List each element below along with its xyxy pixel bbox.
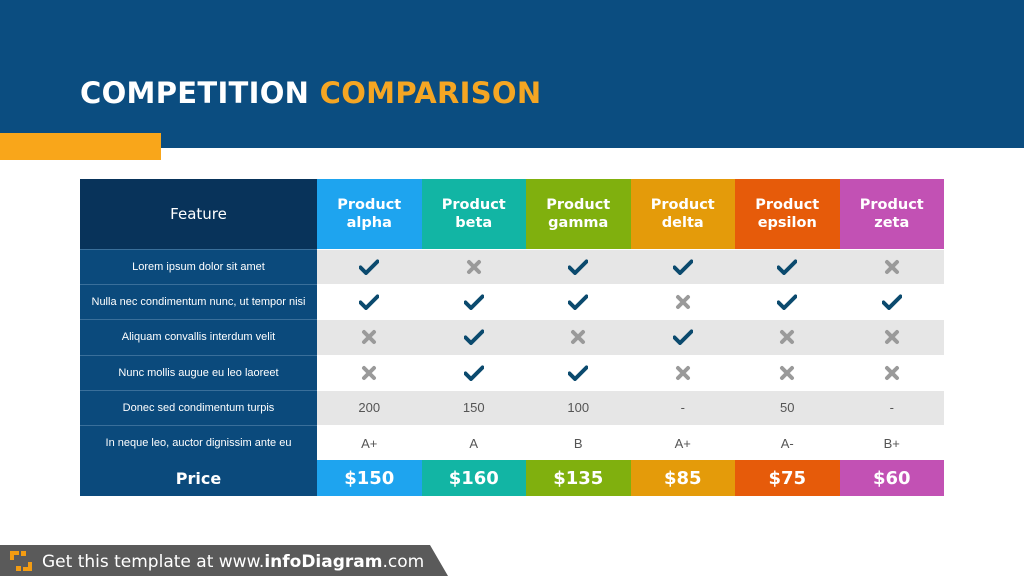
check-icon (630, 319, 735, 355)
footer-background (0, 545, 448, 576)
price-value-beta: $160 (421, 460, 526, 497)
infodiagram-logo-icon (10, 551, 32, 571)
cross-icon (839, 319, 944, 355)
footer-prefix: Get this template at www. (42, 552, 265, 572)
check-icon (317, 284, 422, 320)
table-cell-value: 200 (317, 389, 422, 425)
product-header-line1: Product (337, 197, 402, 213)
check-icon (735, 284, 840, 320)
table-row: Aliquam convallis interdum velit (80, 319, 944, 355)
feature-label: Lorem ipsum dolor sit amet (80, 249, 317, 285)
table-cell-value: A+ (317, 424, 422, 461)
price-value-gamma: $135 (526, 460, 631, 497)
cross-icon (421, 249, 526, 285)
feature-label: Nulla nec condimentum nunc, ut tempor ni… (80, 284, 317, 320)
cross-icon (630, 354, 735, 390)
footer-banner: Get this template at www.infoDiagram.com (0, 545, 448, 576)
product-header-line2: alpha (346, 215, 392, 231)
feature-label: In neque leo, auctor dignissim ante eu (80, 424, 317, 461)
product-header-alpha: Product alpha (317, 179, 422, 249)
check-icon (526, 354, 631, 390)
page-title: COMPETITION COMPARISON (80, 76, 541, 110)
table-row: Nunc mollis augue eu leo laoreet (80, 354, 944, 390)
check-icon (421, 354, 526, 390)
cross-icon (630, 284, 735, 320)
comparison-table: Feature Product alpha Product beta Product ga… (80, 179, 944, 497)
footer-suffix: .com (382, 552, 425, 572)
price-value-epsilon: $75 (735, 460, 840, 497)
title-part-1: COMPETITION (80, 76, 310, 110)
price-label: Price (80, 460, 317, 497)
check-icon (421, 284, 526, 320)
cross-icon (317, 354, 422, 390)
title-part-2: COMPARISON (319, 76, 542, 110)
footer-brand: infoDiagram (264, 552, 383, 572)
cross-icon (735, 354, 840, 390)
product-header-line1: Product (755, 197, 820, 213)
table-row: Nulla nec condimentum nunc, ut tempor ni… (80, 284, 944, 320)
table-cell-value: A+ (630, 424, 735, 461)
price-value-delta: $85 (630, 460, 735, 497)
product-header-line2: beta (455, 215, 493, 231)
accent-bar (0, 133, 161, 160)
table-cell-value: 100 (526, 389, 631, 425)
check-icon (630, 249, 735, 285)
product-header-gamma: Product gamma (526, 179, 631, 249)
table-cell-value: B+ (839, 424, 944, 461)
product-header-line2: zeta (874, 215, 910, 231)
check-icon (735, 249, 840, 285)
table-cell-value: A (421, 424, 526, 461)
cross-icon (839, 249, 944, 285)
price-row: Price $150 $160 $135 $85 $75 $60 (80, 460, 944, 497)
feature-label: Nunc mollis augue eu leo laoreet (80, 354, 317, 390)
cross-icon (735, 319, 840, 355)
product-header-line2: epsilon (757, 215, 817, 231)
table-cell-value: - (839, 389, 944, 425)
check-icon (317, 249, 422, 285)
table-cell-value: 150 (421, 389, 526, 425)
table-row: Donec sed condimentum turpis 200 150 100-50… (80, 389, 944, 425)
table-cell-value: 50 (735, 389, 840, 425)
product-header-line1: Product (546, 197, 611, 213)
table-cell-value: - (630, 389, 735, 425)
product-header-epsilon: Product epsilon (735, 179, 840, 249)
footer-link[interactable]: Get this template at www.infoDiagram.com (42, 552, 424, 572)
cross-icon (317, 319, 422, 355)
cross-icon (839, 354, 944, 390)
cross-icon (526, 319, 631, 355)
check-icon (839, 284, 944, 320)
product-header-line1: Product (650, 197, 715, 213)
product-header-delta: Product delta (630, 179, 735, 249)
feature-header: Feature (80, 179, 317, 249)
table-cell-value: A- (735, 424, 840, 461)
table-cell-value: B (526, 424, 631, 461)
feature-label: Donec sed condimentum turpis (80, 389, 317, 425)
check-icon (421, 319, 526, 355)
table-row: Lorem ipsum dolor sit amet (80, 249, 944, 285)
table-row: In neque leo, auctor dignissim ante eu A+… (80, 424, 944, 461)
check-icon (526, 284, 631, 320)
feature-label: Aliquam convallis interdum velit (80, 319, 317, 355)
product-header-beta: Product beta (421, 179, 526, 249)
price-value-alpha: $150 (317, 460, 422, 497)
product-header-line1: Product (859, 197, 924, 213)
price-value-zeta: $60 (839, 460, 944, 497)
product-header-zeta: Product zeta (839, 179, 944, 249)
product-header-line1: Product (441, 197, 506, 213)
header-banner (0, 0, 1024, 148)
table-header-row: Feature Product alpha Product beta Product ga… (80, 179, 944, 249)
product-header-line2: delta (661, 215, 704, 231)
check-icon (526, 249, 631, 285)
product-header-line2: gamma (548, 215, 609, 231)
